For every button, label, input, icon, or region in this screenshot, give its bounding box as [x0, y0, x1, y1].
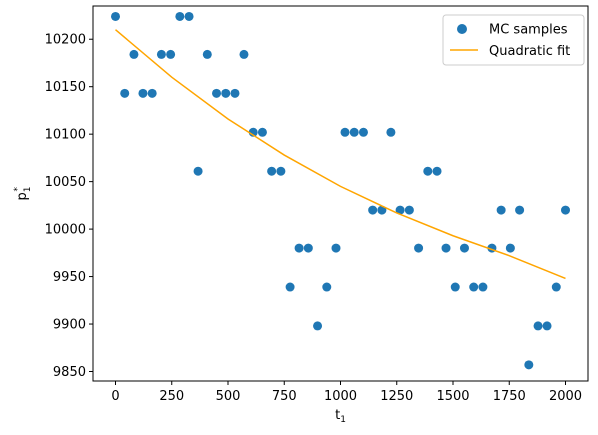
scatter-point: [257, 127, 267, 137]
scatter-point: [358, 127, 368, 137]
x-tick-label: 750: [272, 389, 297, 404]
scatter-point: [129, 49, 139, 59]
scatter-point: [404, 205, 414, 215]
x-tick-label: 1250: [380, 389, 413, 404]
scatter-point: [349, 127, 359, 137]
scatter-point: [221, 88, 231, 98]
scatter-point: [414, 243, 424, 253]
x-tick-label: 1500: [436, 389, 469, 404]
scatter-point: [111, 11, 120, 21]
x-axis-label: t1: [335, 408, 346, 425]
scatter-point: [166, 49, 176, 59]
scatter-point: [524, 360, 534, 370]
y-axis-label-superscript: *: [13, 187, 23, 192]
scatter-point: [377, 205, 387, 215]
axes-frame: [92, 5, 589, 382]
scatter-point: [469, 282, 479, 292]
scatter-point: [267, 166, 277, 176]
x-tick-label: 250: [159, 389, 184, 404]
y-tick-label: 10000: [45, 223, 86, 238]
series-layer: [111, 11, 570, 370]
scatter-point: [202, 49, 212, 59]
scatter-point: [542, 321, 552, 331]
scatter-point: [239, 49, 249, 59]
scatter-point: [138, 88, 148, 98]
scatter-point: [515, 205, 525, 215]
x-tick-label: 1000: [324, 389, 357, 404]
scatter-point: [147, 88, 157, 98]
scatter-point: [340, 127, 350, 137]
legend-box: [442, 14, 585, 66]
y-tick-label: 9950: [53, 270, 86, 285]
legend: MC samples Quadratic fit: [442, 14, 585, 66]
x-axis-label-base: t: [335, 408, 340, 423]
x-tick-label: 0: [111, 389, 119, 404]
y-tick-label: 10150: [45, 80, 86, 95]
scatter-point: [212, 88, 222, 98]
scatter-point: [322, 282, 332, 292]
y-tick-label: 10200: [45, 33, 86, 48]
y-tick-label: 9900: [53, 318, 86, 333]
scatter-point: [533, 321, 543, 331]
scatter-point: [285, 282, 295, 292]
scatter-point: [561, 205, 570, 215]
x-tick-label: 1750: [493, 389, 526, 404]
y-tick-label: 9850: [53, 365, 86, 380]
scatter-point: [459, 243, 469, 253]
y-axis-label-subscript: 1: [23, 187, 33, 193]
scatter-point: [331, 243, 341, 253]
scatter-point: [230, 88, 240, 98]
axis-ticks: 0 250 500 750 1000 1250 1500 1750 2000 9850 9900 99…: [45, 33, 582, 404]
x-tick-label: 2000: [549, 389, 582, 404]
y-tick-label: 10050: [45, 175, 86, 190]
scatter-point: [313, 321, 323, 331]
legend-label-mc-samples: MC samples: [489, 23, 568, 38]
y-tick-label: 10100: [45, 128, 86, 143]
fit-line: [115, 29, 566, 280]
scatter-point: [441, 243, 451, 253]
scatter-point: [294, 243, 304, 253]
scatter-point: [276, 166, 286, 176]
scatter-point: [432, 166, 442, 176]
scatter-point: [551, 282, 561, 292]
scatter-point: [156, 49, 166, 59]
scatter-point: [478, 282, 488, 292]
x-axis-label-subscript: 1: [340, 415, 346, 425]
scatter-point: [120, 88, 130, 98]
scatter-point: [496, 205, 506, 215]
y-axis-label-base: p: [15, 192, 30, 200]
scatter-point: [175, 11, 185, 21]
scatter-point: [193, 166, 203, 176]
scatter-point: [184, 11, 194, 21]
scatter-point: [303, 243, 313, 253]
legend-label-quadratic-fit: Quadratic fit: [489, 44, 570, 59]
scatter-point: [395, 205, 405, 215]
y-axis-label: p1*: [13, 187, 33, 201]
scatter-point: [386, 127, 396, 137]
x-tick-label: 500: [216, 389, 241, 404]
scatter-point: [505, 243, 515, 253]
scatter-point: [423, 166, 433, 176]
scatter-point: [368, 205, 378, 215]
legend-scatter-marker: [457, 24, 467, 34]
scatter-point: [450, 282, 460, 292]
